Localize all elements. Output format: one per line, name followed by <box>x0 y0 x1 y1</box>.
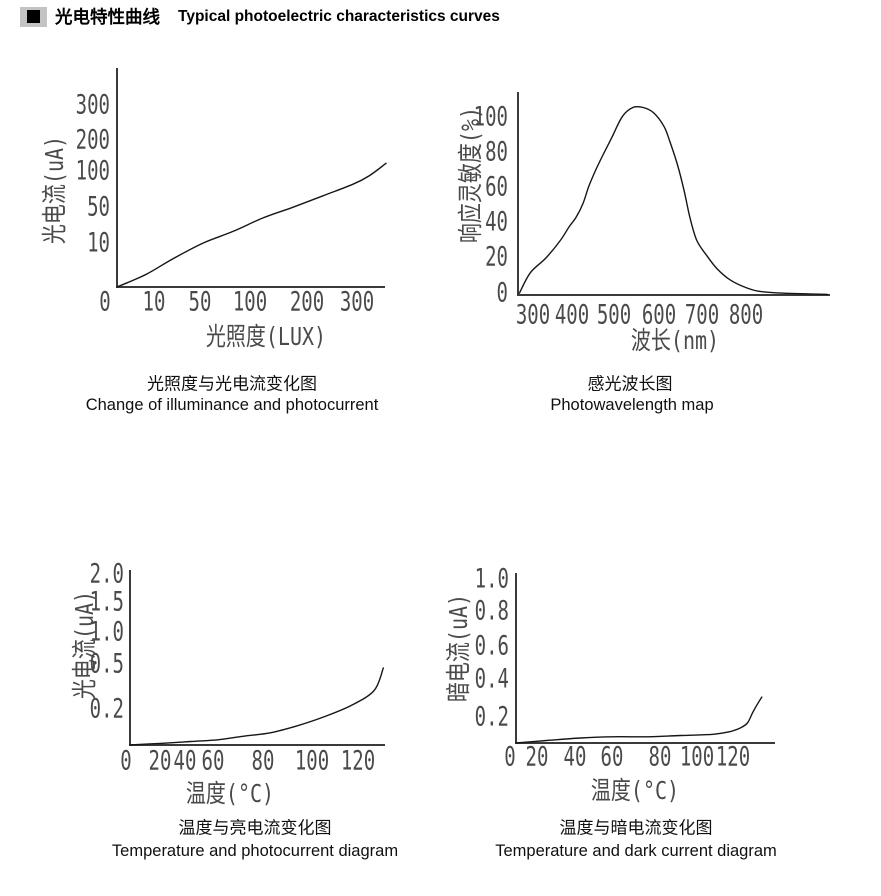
chart4-x-axis-label: 温度(°C) <box>590 775 680 805</box>
chart1-x-axis-label: 光照度(LUX) <box>205 321 327 351</box>
chart2-caption-zh: 感光波长图 <box>587 374 673 394</box>
chart4-axes <box>515 573 775 744</box>
chart2-y-axis-label: 响应灵敏度(%) <box>455 106 485 244</box>
chart3-caption-en: Temperature and photocurrent diagram <box>111 841 399 860</box>
chart1-caption-en: Change of illuminance and photocurrent <box>85 395 379 414</box>
chart3-axes <box>129 570 385 746</box>
section-header: 光电特性曲线 Typical photoelectric characteris… <box>20 4 500 29</box>
chart3-caption-zh: 温度与亮电流变化图 <box>178 818 332 838</box>
chart1-y-axis-label: 光电流(uA) <box>39 135 69 245</box>
chart2-x-axis-label: 波长(nm) <box>630 325 720 355</box>
chart3-curve <box>129 667 384 746</box>
chart4-curve <box>515 696 763 744</box>
chart1-axes <box>116 68 385 288</box>
section-title-en: Typical photoelectric characteristics cu… <box>178 7 500 25</box>
chart2-caption-en: Photowavelength map <box>550 395 714 414</box>
chart2-axes <box>517 92 830 296</box>
chart1-curve <box>116 162 387 288</box>
bullet-highlight <box>20 6 47 27</box>
chart4-caption-en: Temperature and dark current diagram <box>495 841 777 860</box>
section-title-zh: 光电特性曲线 <box>55 7 160 27</box>
chart4-y-axis-label: 暗电流(uA) <box>443 593 473 703</box>
chart2-curve <box>518 105 829 296</box>
chart1-caption-zh: 光照度与光电流变化图 <box>147 374 317 394</box>
chart3-x-axis-label: 温度(°C) <box>185 778 275 808</box>
section-bullet-icon <box>27 10 40 23</box>
chart3-y-axis-label: 光电流(uA) <box>69 590 99 700</box>
chart4-caption-zh: 温度与暗电流变化图 <box>559 818 713 838</box>
